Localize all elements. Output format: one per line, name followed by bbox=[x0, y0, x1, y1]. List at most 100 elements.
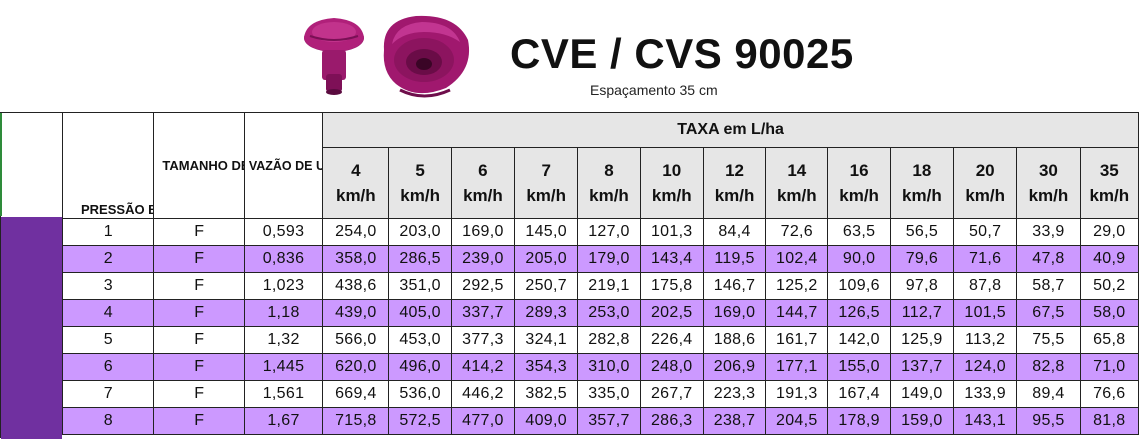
rate-cell: 446,2 bbox=[450, 380, 516, 408]
speed-header-0: 4 km/h bbox=[322, 147, 390, 219]
rate-cell: 145,0 bbox=[514, 218, 579, 246]
pressure-cell: 3 bbox=[61, 272, 155, 300]
speed-header-10: 20 km/h bbox=[953, 147, 1018, 219]
rate-cell: 65,8 bbox=[1079, 326, 1140, 354]
speed-unit: km/h bbox=[400, 186, 440, 205]
rate-cell: 159,0 bbox=[889, 407, 955, 435]
speed-value: 30 bbox=[1038, 161, 1058, 180]
rate-cell: 75,5 bbox=[1016, 326, 1081, 354]
speed-header-11: 30 km/h bbox=[1016, 147, 1081, 219]
rate-cell: 177,1 bbox=[765, 353, 829, 381]
rate-cell: 169,0 bbox=[702, 299, 767, 327]
rate-cell: 203,0 bbox=[388, 218, 452, 246]
rate-cell: 202,5 bbox=[639, 299, 704, 327]
rate-cell: 477,0 bbox=[450, 407, 516, 435]
droplet-size-cell: F bbox=[153, 218, 245, 246]
pressure-cell: 8 bbox=[61, 407, 155, 435]
rate-cell: 127,0 bbox=[577, 218, 641, 246]
rate-cell: 175,8 bbox=[639, 272, 704, 300]
nozzle-flow-cell: 1,023 bbox=[243, 272, 324, 300]
speed-value: 12 bbox=[725, 161, 744, 180]
rate-cell: 206,9 bbox=[702, 353, 767, 381]
pressure-cell: 7 bbox=[61, 380, 155, 408]
rate-cell: 76,6 bbox=[1079, 380, 1140, 408]
rate-cell: 310,0 bbox=[577, 353, 641, 381]
speed-unit: km/h bbox=[651, 186, 692, 205]
rate-cell: 97,8 bbox=[889, 272, 955, 300]
rate-cell: 496,0 bbox=[388, 353, 452, 381]
nozzle-flow-cell: 1,32 bbox=[243, 326, 324, 354]
speed-unit: km/h bbox=[1028, 186, 1069, 205]
rate-cell: 101,3 bbox=[639, 218, 704, 246]
speed-value: 6 bbox=[478, 161, 488, 180]
rate-cell: 439,0 bbox=[322, 299, 390, 327]
speed-unit: km/h bbox=[335, 186, 376, 205]
purple-accent-block bbox=[1, 217, 62, 439]
rate-cell: 79,6 bbox=[889, 245, 955, 273]
speed-header-5: 10 km/h bbox=[639, 147, 704, 219]
rate-cell: 81,8 bbox=[1079, 407, 1140, 435]
speed-value: 7 bbox=[541, 161, 551, 180]
speed-unit: km/h bbox=[463, 186, 503, 205]
droplet-size-cell: F bbox=[153, 407, 245, 435]
droplet-size-cell: F bbox=[153, 380, 245, 408]
rate-cell: 126,5 bbox=[827, 299, 891, 327]
droplet-size-cell: F bbox=[153, 272, 245, 300]
speed-unit: km/h bbox=[526, 186, 567, 205]
flow-rate-table: PRESSÃO BAR TAMANHO DE GOTA VAZÃO DE UM … bbox=[61, 112, 1140, 435]
nozzle-flow-cell: 1,18 bbox=[243, 299, 324, 327]
rate-cell: 354,3 bbox=[514, 353, 579, 381]
rate-cell: 248,0 bbox=[639, 353, 704, 381]
rate-cell: 146,7 bbox=[702, 272, 767, 300]
table-row: 8 F 1,67 715,8 572,5 477,0 409,0 357,7 286,3 238,… bbox=[61, 407, 1140, 435]
rate-cell: 250,7 bbox=[514, 272, 579, 300]
rate-cell: 119,5 bbox=[702, 245, 767, 273]
rate-cell: 357,7 bbox=[577, 407, 641, 435]
speed-value: 10 bbox=[662, 161, 682, 180]
rate-cell: 205,0 bbox=[514, 245, 579, 273]
rate-cell: 89,4 bbox=[1016, 380, 1081, 408]
speed-header-3: 7 km/h bbox=[514, 147, 579, 219]
rate-cell: 572,5 bbox=[388, 407, 452, 435]
speed-value: 4 bbox=[351, 161, 361, 180]
rate-cell: 382,5 bbox=[514, 380, 579, 408]
speed-unit: km/h bbox=[589, 186, 629, 205]
rate-cell: 178,9 bbox=[827, 407, 891, 435]
rate-cell: 71,0 bbox=[1079, 353, 1140, 381]
rate-cell: 238,7 bbox=[702, 407, 767, 435]
rate-cell: 188,6 bbox=[702, 326, 767, 354]
rate-cell: 101,5 bbox=[953, 299, 1018, 327]
speed-unit: km/h bbox=[1089, 186, 1130, 205]
page-header: CVE / CVS 90025 Espaçamento 35 cm bbox=[0, 0, 1140, 110]
rate-cell: 351,0 bbox=[388, 272, 452, 300]
rate-cell: 536,0 bbox=[388, 380, 452, 408]
rate-cell: 254,0 bbox=[322, 218, 390, 246]
rate-cell: 405,0 bbox=[388, 299, 452, 327]
droplet-size-cell: F bbox=[153, 326, 245, 354]
speed-unit: km/h bbox=[839, 186, 879, 205]
rate-cell: 282,8 bbox=[577, 326, 641, 354]
rate-cell: 143,1 bbox=[953, 407, 1018, 435]
rate-cell: 161,7 bbox=[765, 326, 829, 354]
rate-cell: 50,7 bbox=[953, 218, 1018, 246]
rate-cell: 267,7 bbox=[639, 380, 704, 408]
rate-cell: 191,3 bbox=[765, 380, 829, 408]
pressure-cell: 6 bbox=[61, 353, 155, 381]
rate-cell: 144,7 bbox=[765, 299, 829, 327]
speed-header-12: 35 km/h bbox=[1079, 147, 1140, 219]
green-accent-line bbox=[0, 113, 2, 216]
rate-cell: 669,4 bbox=[322, 380, 390, 408]
table-row: 3 F 1,023 438,6 351,0 292,5 250,7 219,1 175,8 146… bbox=[61, 272, 1140, 300]
rate-cell: 143,4 bbox=[639, 245, 704, 273]
rate-cell: 84,4 bbox=[702, 218, 767, 246]
pressure-cell: 5 bbox=[61, 326, 155, 354]
speed-header-9: 18 km/h bbox=[889, 147, 955, 219]
rate-cell: 87,8 bbox=[953, 272, 1018, 300]
speed-value: 35 bbox=[1099, 161, 1119, 180]
spacing-subtitle: Espaçamento 35 cm bbox=[590, 82, 718, 98]
rate-cell: 56,5 bbox=[889, 218, 955, 246]
rate-cell: 113,2 bbox=[953, 326, 1018, 354]
speed-value: 16 bbox=[849, 161, 869, 180]
rate-cell: 169,0 bbox=[450, 218, 516, 246]
rate-cell: 149,0 bbox=[889, 380, 955, 408]
